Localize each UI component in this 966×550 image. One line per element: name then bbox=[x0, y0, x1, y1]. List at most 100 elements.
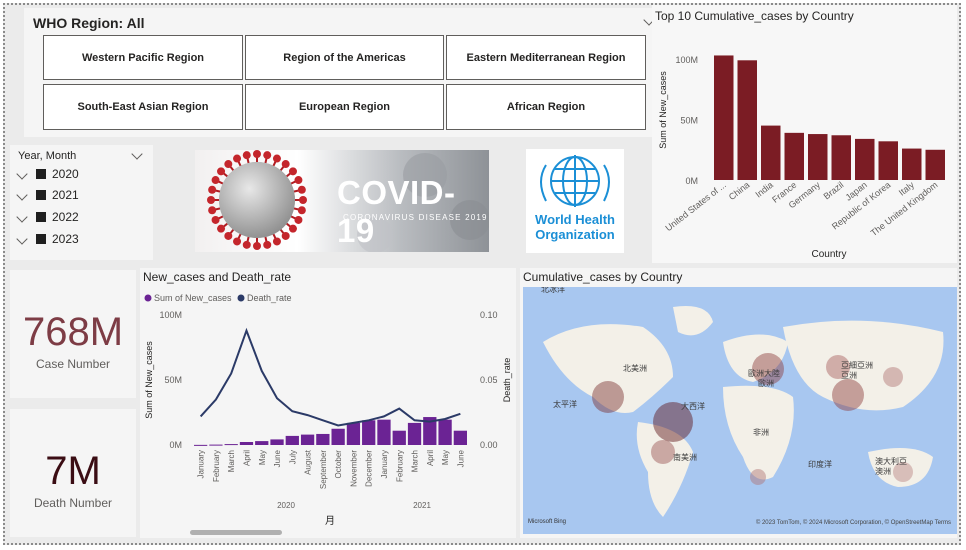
chevron-down-icon[interactable] bbox=[131, 148, 143, 160]
expand-chevron-icon[interactable] bbox=[16, 211, 28, 223]
x-tick-label: September bbox=[319, 450, 328, 489]
x-tick-label: June bbox=[273, 449, 282, 467]
year-item-2021[interactable]: 2021 bbox=[16, 188, 79, 202]
map-region-label: 大西洋 bbox=[681, 401, 705, 411]
checkbox[interactable] bbox=[36, 190, 46, 200]
bar bbox=[453, 430, 467, 445]
date-slicer-title: Year, Month bbox=[18, 150, 77, 162]
year-label: 2021 bbox=[413, 501, 431, 510]
expand-chevron-icon[interactable] bbox=[16, 168, 28, 180]
year-item-2023[interactable]: 2023 bbox=[16, 232, 79, 246]
bar bbox=[831, 135, 851, 180]
year-item-2020[interactable]: 2020 bbox=[16, 167, 79, 181]
bar bbox=[239, 442, 254, 445]
y-axis-title: Sum of New_cases bbox=[144, 341, 154, 419]
x-tick-label: Brazil bbox=[822, 180, 846, 202]
bar bbox=[209, 444, 223, 446]
bar bbox=[761, 125, 781, 180]
heat-blob bbox=[651, 440, 675, 464]
bar bbox=[316, 433, 330, 445]
checkbox[interactable] bbox=[36, 234, 46, 244]
bar bbox=[285, 435, 299, 445]
north-america-landmass bbox=[543, 324, 673, 413]
who-emblem-icon bbox=[540, 155, 610, 207]
map-attribution[interactable]: © 2023 TomTom, © 2024 Microsoft Corporat… bbox=[755, 520, 951, 526]
region-button-americas[interactable]: Region of the Americas bbox=[245, 35, 444, 80]
bar bbox=[362, 420, 376, 445]
bar bbox=[925, 149, 945, 180]
x-tick-label: March bbox=[227, 450, 236, 472]
death-rate-line bbox=[199, 327, 461, 427]
y-tick-label: 50M bbox=[680, 116, 698, 126]
death-number-label: Death Number bbox=[33, 496, 113, 510]
heat-blob bbox=[653, 402, 693, 442]
x-tick-label: November bbox=[349, 450, 358, 487]
y-tick-label: 0M bbox=[169, 440, 182, 450]
y-tick-label: 100M bbox=[159, 310, 182, 320]
top10-chart: 0M 50M 100M Sum of New_cases United States o… bbox=[658, 55, 945, 260]
checkbox[interactable] bbox=[36, 169, 46, 179]
bar bbox=[902, 148, 922, 180]
expand-chevron-icon[interactable] bbox=[16, 233, 28, 245]
bing-logo: Microsoft Bing bbox=[528, 519, 567, 525]
bar bbox=[423, 417, 437, 445]
heat-blob bbox=[826, 355, 850, 379]
map-region-label: 亞洲 bbox=[841, 371, 857, 380]
region-button-western-pacific[interactable]: Western Pacific Region bbox=[43, 35, 243, 80]
region-button-african[interactable]: African Region bbox=[446, 84, 646, 130]
case-number-label: Case Number bbox=[35, 357, 111, 371]
region-button-european[interactable]: European Region bbox=[245, 84, 444, 130]
expand-chevron-icon[interactable] bbox=[16, 189, 28, 201]
y-axis-title: Sum of New_cases bbox=[658, 71, 668, 149]
x-axis-title: Country bbox=[811, 249, 846, 260]
checkbox[interactable] bbox=[36, 212, 46, 222]
map-region-label: 北冰洋 bbox=[541, 287, 565, 294]
map-title: Cumulative_cases by Country bbox=[523, 270, 683, 284]
y-tick-label: 50M bbox=[164, 375, 182, 385]
x-tick-label: July bbox=[288, 450, 297, 464]
death-number-value: 7M bbox=[45, 449, 101, 493]
bar bbox=[224, 444, 238, 446]
scrollbar[interactable] bbox=[190, 530, 282, 535]
combo-chart: Sum of New_cases Death_rate 0M 50M 100M 0.00 0… bbox=[144, 293, 512, 535]
map-region-label: 印度洋 bbox=[808, 459, 832, 469]
map-region-label: 澳洲 bbox=[875, 466, 891, 476]
who-logo: World Health Organization bbox=[526, 149, 624, 253]
virus-image bbox=[207, 150, 489, 252]
map-panel: Cumulative_cases by Country 北冰洋 北美洲 歐洲大陸 歐洲… bbox=[520, 268, 957, 538]
x-tick-label: May bbox=[441, 450, 450, 465]
x-tick-label: December bbox=[365, 450, 374, 487]
bar bbox=[438, 419, 452, 445]
banner-subtitle: CORONAVIRUS DISEASE 2019 bbox=[343, 213, 488, 222]
top10-chart-panel: Top 10 Cumulative_cases by Country 0M 50M… bbox=[652, 5, 957, 263]
combo-chart-panel: New_cases and Death_rate Sum of New_case… bbox=[140, 268, 516, 538]
x-tick-label: April bbox=[426, 450, 435, 466]
map-region-label: 亞細亞洲 bbox=[841, 360, 873, 370]
bar bbox=[714, 55, 734, 180]
year-item-2022[interactable]: 2022 bbox=[16, 210, 79, 224]
y-tick-label: 100M bbox=[675, 55, 698, 65]
x-tick-label: March bbox=[411, 450, 420, 472]
bar bbox=[194, 444, 208, 446]
bar bbox=[808, 134, 828, 180]
y2-tick-label: 0.10 bbox=[480, 310, 498, 320]
x-axis-title: 月 bbox=[325, 515, 335, 527]
x-tick-label: United States of ... bbox=[663, 180, 728, 233]
case-kpi-card: 768M Case Number bbox=[10, 270, 136, 398]
south-america-landmass bbox=[636, 422, 693, 517]
region-button-south-east-asian[interactable]: South-East Asian Region bbox=[43, 84, 243, 130]
heat-blob bbox=[750, 469, 766, 485]
x-tick-label: January bbox=[380, 450, 389, 478]
y-tick-label: 0M bbox=[685, 176, 698, 186]
bar bbox=[331, 428, 345, 445]
region-button-eastern-mediterranean[interactable]: Eastern Mediterranean Region bbox=[446, 35, 646, 80]
legend-marker bbox=[144, 294, 152, 302]
asia-landmass bbox=[783, 320, 944, 411]
case-number-value: 768M bbox=[22, 310, 124, 354]
combo-chart-title: New_cases and Death_rate bbox=[143, 270, 292, 284]
australia-landmass bbox=[868, 448, 933, 487]
x-tick-label: May bbox=[258, 450, 267, 465]
bar bbox=[392, 430, 406, 445]
heat-blob bbox=[592, 381, 624, 413]
